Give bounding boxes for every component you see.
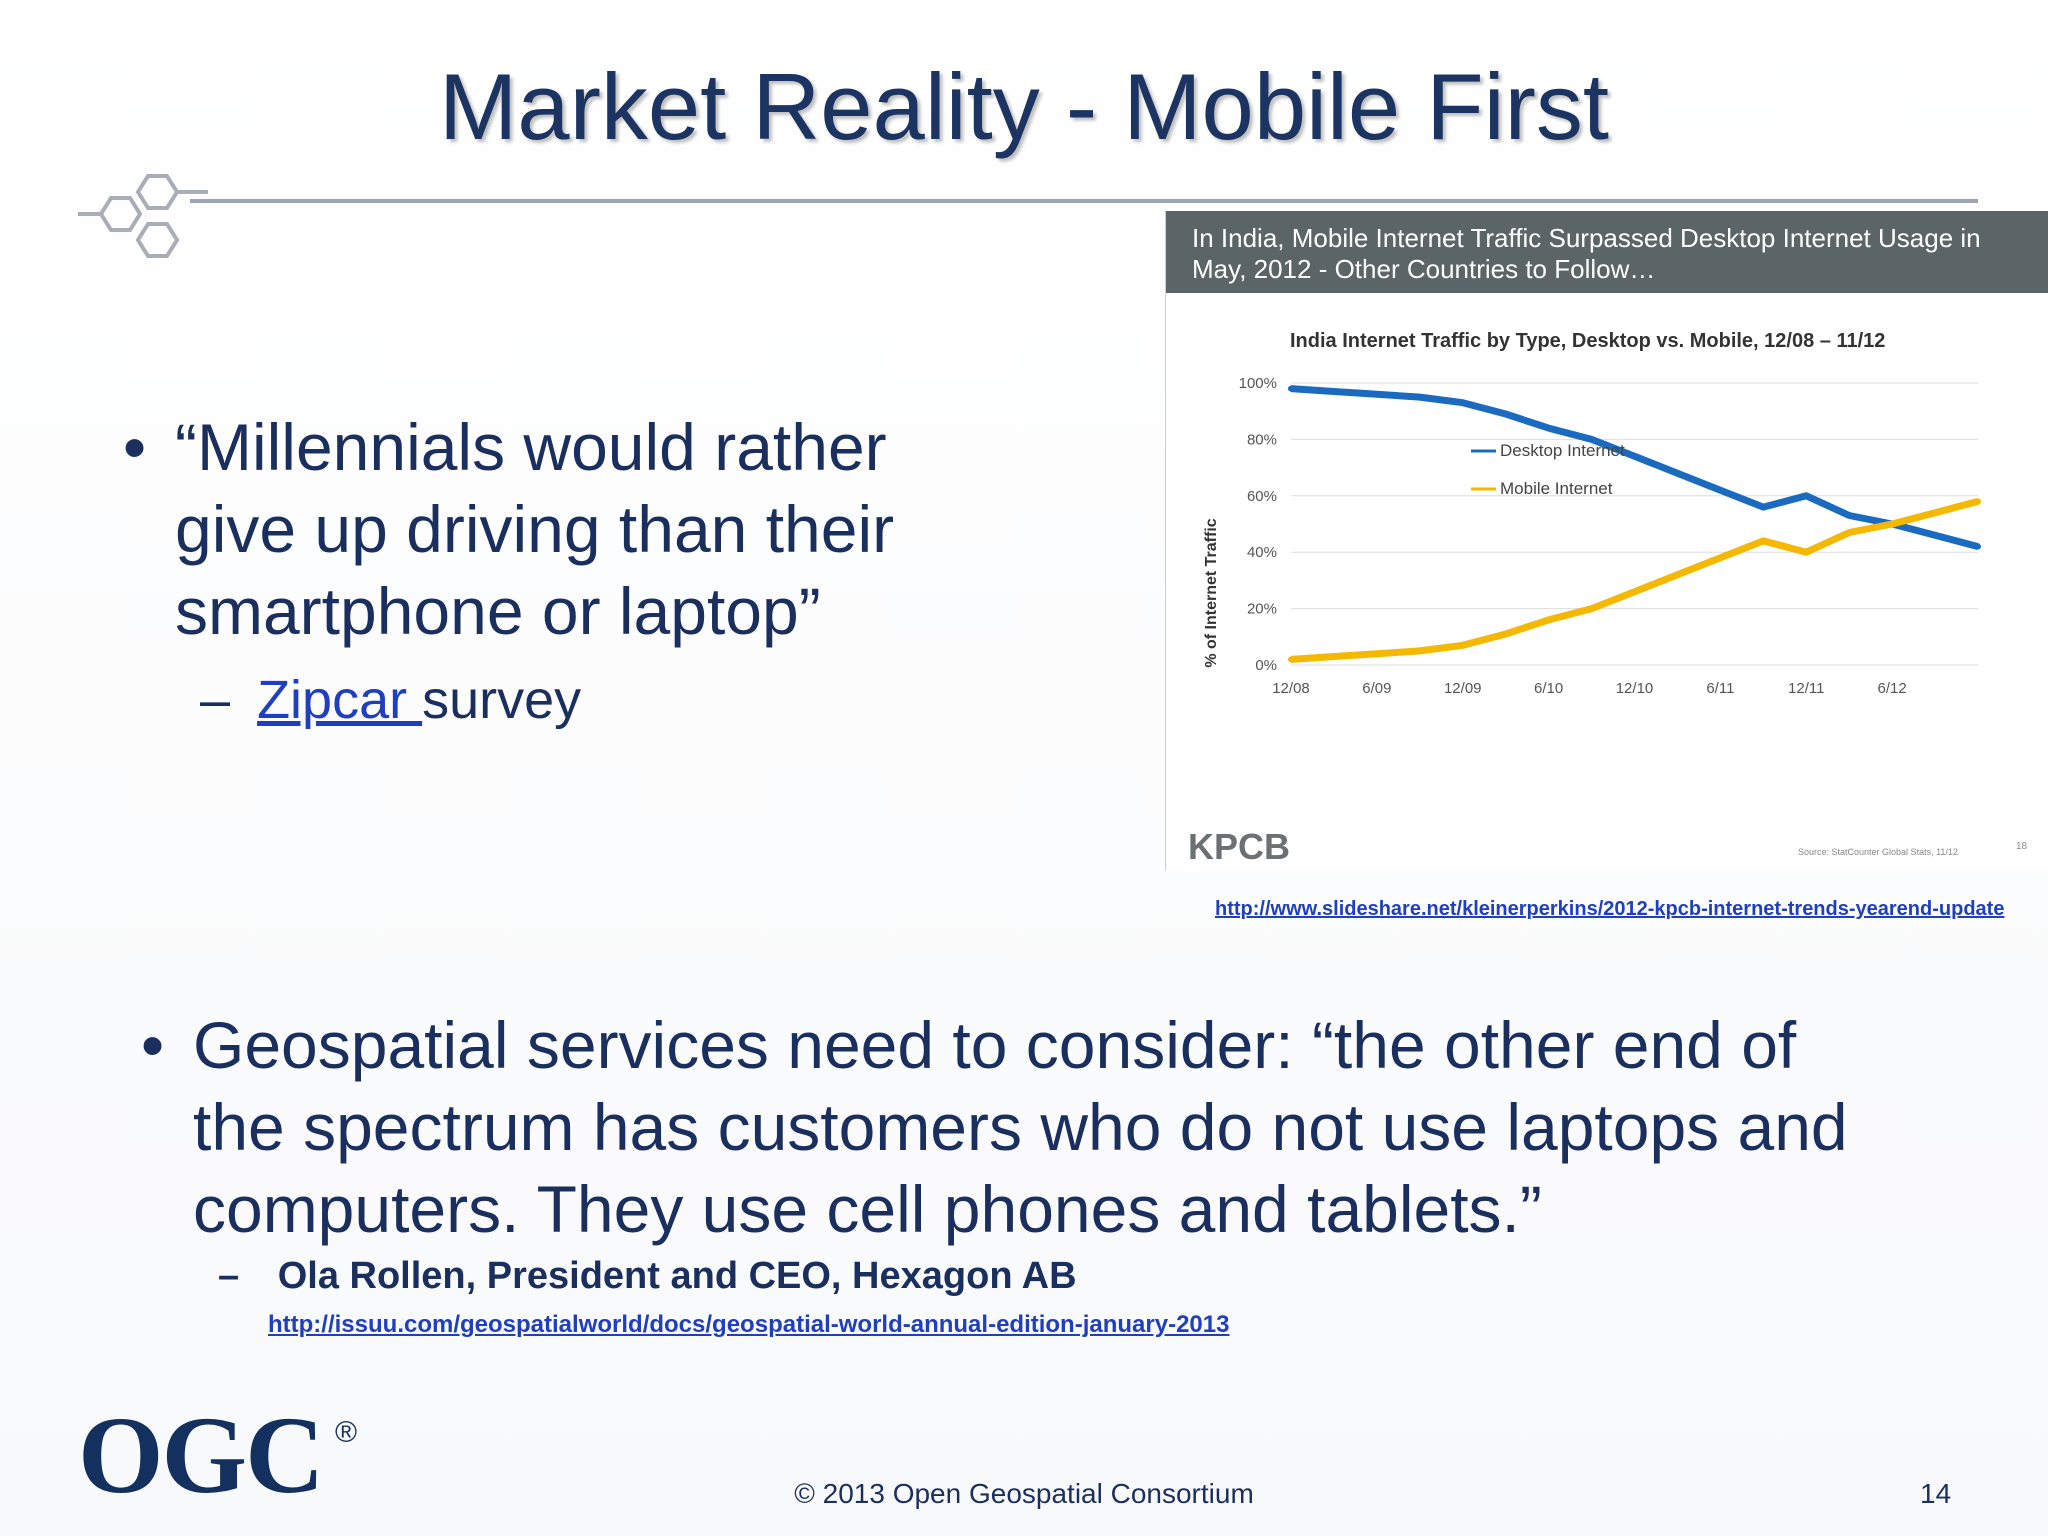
chart-source-link[interactable]: http://www.slideshare.net/kleinerperkins… [1215, 898, 2005, 920]
chart-page-ref: 18 [2016, 841, 2028, 852]
data-point [1717, 554, 1724, 561]
y-tick-label: 0% [1255, 657, 1277, 674]
data-point [1975, 498, 1981, 505]
footer-copyright: © 2013 Open Geospatial Consortium [794, 1478, 1254, 1509]
page-number: 14 [1920, 1478, 1952, 1509]
bullet-marker: • [123, 410, 147, 484]
data-point [1803, 492, 1810, 499]
bullet-line: Geospatial services need to consider: “t… [193, 1008, 1797, 1082]
chart-header: In India, Mobile Internet Traffic Surpas… [1166, 211, 2048, 293]
bullet-line: the spectrum has customers who do not us… [193, 1090, 1848, 1164]
x-tick-label: 6/09 [1362, 680, 1391, 697]
y-axis-label: % of Internet Traffic [1203, 518, 1220, 667]
bullet-marker: • [141, 1008, 165, 1082]
data-point [1588, 436, 1595, 443]
y-tick-label: 40% [1247, 544, 1277, 561]
attribution: – Ola Rollen, President and CEO, Hexagon… [218, 1255, 1077, 1298]
data-point [1760, 504, 1767, 511]
bullet-line: give up driving than their [175, 492, 895, 566]
data-point [1932, 532, 1939, 539]
data-point [1760, 537, 1767, 544]
x-tick-label: 12/08 [1272, 680, 1310, 697]
data-point [1330, 653, 1337, 660]
series-line-desktop-internet [1290, 385, 1979, 550]
data-point [1373, 650, 1380, 657]
y-tick-label: 80% [1247, 431, 1277, 448]
x-tick-label: 6/11 [1706, 680, 1734, 697]
sub-text: survey [422, 670, 582, 730]
data-point [1545, 616, 1552, 623]
x-tick-label: 12/11 [1788, 680, 1824, 697]
x-tick-label: 6/10 [1534, 680, 1563, 697]
y-tick-label: 20% [1247, 601, 1277, 618]
sub-dash: – [218, 1255, 240, 1297]
data-point [1502, 411, 1509, 418]
line-chart: India Internet Traffic by Type, Desktop … [1188, 330, 2028, 867]
title-divider [190, 199, 1978, 203]
chart-title: India Internet Traffic by Type, Desktop … [1290, 330, 1885, 352]
data-point [1416, 394, 1423, 401]
bullet-millennials: • “Millennials would rather give up driv… [123, 406, 975, 652]
kpcb-brand: KPCB [1188, 826, 1290, 867]
data-point [1459, 399, 1466, 406]
chart-header-line: In India, Mobile Internet Traffic Surpas… [1192, 223, 1981, 253]
data-point [1717, 487, 1724, 494]
y-tick-label: 100% [1239, 375, 1277, 392]
data-point [1288, 656, 1294, 663]
x-tick-label: 12/09 [1444, 680, 1482, 697]
data-point [1373, 391, 1380, 398]
chart-header-line: May, 2012 - Other Countries to Follow… [1192, 254, 1656, 284]
data-point [1889, 521, 1896, 527]
slide-title: Market Reality - Mobile First [439, 54, 1609, 159]
legend-label: Mobile Internet [1500, 479, 1613, 498]
zipcar-link[interactable]: Zipcar [257, 670, 423, 730]
bullet-geospatial: • Geospatial services need to consider: … [141, 1004, 1973, 1250]
data-point [1330, 388, 1337, 395]
data-point [1459, 642, 1466, 649]
registered-mark: ® [335, 1416, 358, 1449]
data-point [1416, 647, 1423, 654]
data-point [1975, 543, 1981, 550]
series-line-mobile-internet [1290, 498, 1979, 663]
data-point [1674, 470, 1681, 477]
attribution-text: Ola Rollen, President and CEO, Hexagon A… [277, 1255, 1077, 1297]
data-point [1846, 529, 1853, 536]
hexagon-cluster-icon [78, 174, 208, 258]
legend-label: Desktop Internet [1500, 441, 1625, 460]
data-point [1846, 512, 1853, 519]
chart-panel: In India, Mobile Internet Traffic Surpas… [1165, 211, 2048, 871]
data-point [1588, 605, 1595, 612]
data-point [1545, 425, 1552, 432]
ogc-logo: OGC [78, 1394, 325, 1516]
bullet-line: “Millennials would rather [175, 410, 887, 484]
chart-source-note: Source: StatCounter Global Stats, 11/12 [1798, 847, 1958, 857]
data-point [1803, 549, 1810, 556]
data-point [1674, 571, 1681, 578]
data-point [1631, 453, 1638, 460]
x-tick-label: 6/12 [1878, 680, 1907, 697]
attribution-link[interactable]: http://issuu.com/geospatialworld/docs/ge… [268, 1311, 1230, 1338]
sub-dash: – [200, 670, 231, 730]
y-tick-label: 60% [1247, 488, 1277, 505]
x-tick-label: 12/10 [1616, 680, 1654, 697]
sub-bullet-zipcar: – Zipcar survey [200, 668, 581, 732]
data-point [1631, 588, 1638, 595]
bullet-line: smartphone or laptop” [175, 574, 821, 648]
data-point [1288, 385, 1294, 392]
bullet-line: computers. They use cell phones and tabl… [193, 1172, 1542, 1246]
data-point [1932, 509, 1939, 516]
data-point [1502, 630, 1509, 637]
